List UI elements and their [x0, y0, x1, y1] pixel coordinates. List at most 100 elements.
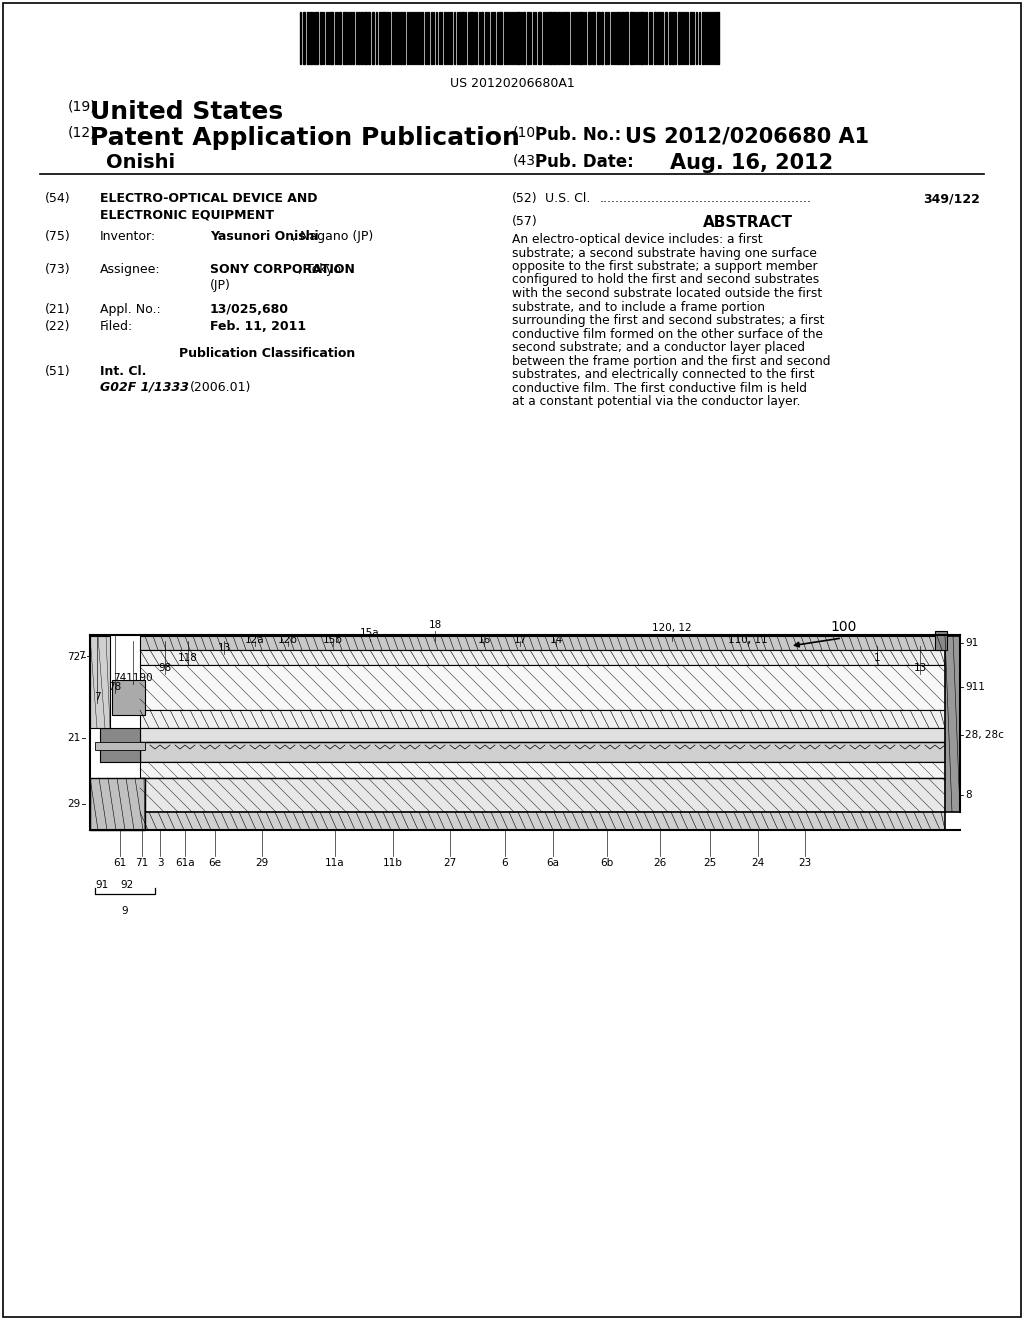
Text: 6e: 6e	[209, 858, 221, 869]
Text: .....................................................: ........................................…	[600, 191, 812, 205]
Bar	[379, 12, 381, 63]
Bar	[364, 12, 367, 63]
Text: 71: 71	[135, 858, 148, 869]
Bar	[678, 12, 680, 63]
Text: (54): (54)	[45, 191, 71, 205]
Text: 6a: 6a	[547, 858, 559, 869]
Text: 11a: 11a	[326, 858, 345, 869]
Bar	[368, 12, 370, 63]
Bar	[690, 12, 692, 63]
Bar	[403, 12, 406, 63]
Text: 61a: 61a	[175, 858, 195, 869]
Text: ELECTRONIC EQUIPMENT: ELECTRONIC EQUIPMENT	[100, 209, 274, 220]
Bar	[100, 729, 140, 762]
Text: 24: 24	[752, 858, 765, 869]
Text: G02F 1/1333: G02F 1/1333	[100, 381, 189, 393]
Bar	[565, 12, 567, 63]
Text: Pub. Date:: Pub. Date:	[535, 153, 634, 172]
Bar	[315, 12, 318, 63]
Bar	[140, 777, 945, 812]
Text: second substrate; and a conductor layer placed: second substrate; and a conductor layer …	[512, 341, 805, 354]
Bar	[659, 12, 662, 63]
Text: Appl. No.:: Appl. No.:	[100, 304, 161, 315]
Text: 25: 25	[703, 858, 717, 869]
Text: 911: 911	[965, 682, 985, 692]
Text: 26: 26	[653, 858, 667, 869]
Bar	[372, 12, 374, 63]
Bar	[499, 12, 502, 63]
Bar	[669, 12, 671, 63]
Bar	[617, 12, 618, 63]
Text: 91: 91	[95, 880, 109, 890]
Bar	[95, 742, 145, 750]
Text: 78: 78	[109, 682, 122, 692]
Text: substrates, and electrically connected to the first: substrates, and electrically connected t…	[512, 368, 815, 381]
Text: (21): (21)	[45, 304, 71, 315]
Text: , Nagano (JP): , Nagano (JP)	[293, 230, 374, 243]
Text: Pub. No.:: Pub. No.:	[535, 125, 622, 144]
Bar	[339, 12, 341, 63]
Bar	[462, 12, 464, 63]
Text: SONY CORPORATION: SONY CORPORATION	[210, 263, 355, 276]
Bar	[625, 12, 628, 63]
Bar	[427, 12, 429, 63]
Bar	[935, 631, 947, 649]
Bar	[421, 12, 423, 63]
Text: 92: 92	[120, 880, 133, 890]
Text: Inventor:: Inventor:	[100, 230, 156, 243]
Text: (43): (43)	[513, 153, 542, 168]
Bar	[140, 710, 945, 729]
Text: 18: 18	[428, 620, 441, 630]
Text: 98: 98	[159, 663, 172, 673]
Bar	[485, 12, 487, 63]
Text: Yasunori Onishi: Yasunori Onishi	[210, 230, 318, 243]
Bar	[319, 12, 322, 63]
Text: 349/122: 349/122	[923, 191, 980, 205]
Text: (75): (75)	[45, 230, 71, 243]
Text: Publication Classification: Publication Classification	[179, 347, 355, 360]
Text: 14: 14	[549, 635, 562, 645]
Text: Patent Application Publication: Patent Application Publication	[90, 125, 520, 150]
Bar	[459, 12, 461, 63]
Text: opposite to the first substrate; a support member: opposite to the first substrate; a suppo…	[512, 260, 817, 273]
Bar	[343, 12, 346, 63]
Bar	[400, 12, 402, 63]
Text: 15a: 15a	[360, 628, 380, 638]
Bar	[140, 812, 945, 830]
Text: 120, 12: 120, 12	[652, 623, 692, 634]
Text: An electro-optical device includes: a first: An electro-optical device includes: a fi…	[512, 234, 763, 246]
Text: 13: 13	[217, 643, 230, 653]
Text: 11b: 11b	[383, 858, 402, 869]
Text: (73): (73)	[45, 263, 71, 276]
Text: 91: 91	[965, 638, 978, 648]
Text: (22): (22)	[45, 319, 71, 333]
Text: US 20120206680A1: US 20120206680A1	[450, 77, 574, 90]
Bar	[349, 12, 351, 63]
Text: Assignee:: Assignee:	[100, 263, 161, 276]
Text: Feb. 11, 2011: Feb. 11, 2011	[210, 319, 306, 333]
Text: 118: 118	[178, 653, 198, 663]
Text: 23: 23	[799, 858, 812, 869]
Text: 6b: 6b	[600, 858, 613, 869]
Bar	[450, 12, 452, 63]
Text: (57): (57)	[512, 215, 538, 228]
Text: (51): (51)	[45, 366, 71, 378]
Bar	[717, 12, 719, 63]
Bar	[945, 636, 961, 812]
Text: 28, 28c: 28, 28c	[965, 730, 1004, 741]
Bar	[579, 12, 582, 63]
Text: conductive film formed on the other surface of the: conductive film formed on the other surf…	[512, 327, 823, 341]
Bar	[622, 12, 624, 63]
Bar	[665, 12, 667, 63]
Text: 17: 17	[513, 635, 526, 645]
Text: Filed:: Filed:	[100, 319, 133, 333]
Bar	[640, 12, 643, 63]
Bar	[558, 12, 560, 63]
Text: (JP): (JP)	[210, 279, 230, 292]
Text: 8: 8	[965, 789, 972, 800]
Text: 3: 3	[157, 858, 163, 869]
Bar	[517, 12, 520, 63]
Text: substrate, and to include a frame portion: substrate, and to include a frame portio…	[512, 301, 765, 314]
Bar	[601, 12, 603, 63]
Text: 741190: 741190	[114, 673, 153, 682]
